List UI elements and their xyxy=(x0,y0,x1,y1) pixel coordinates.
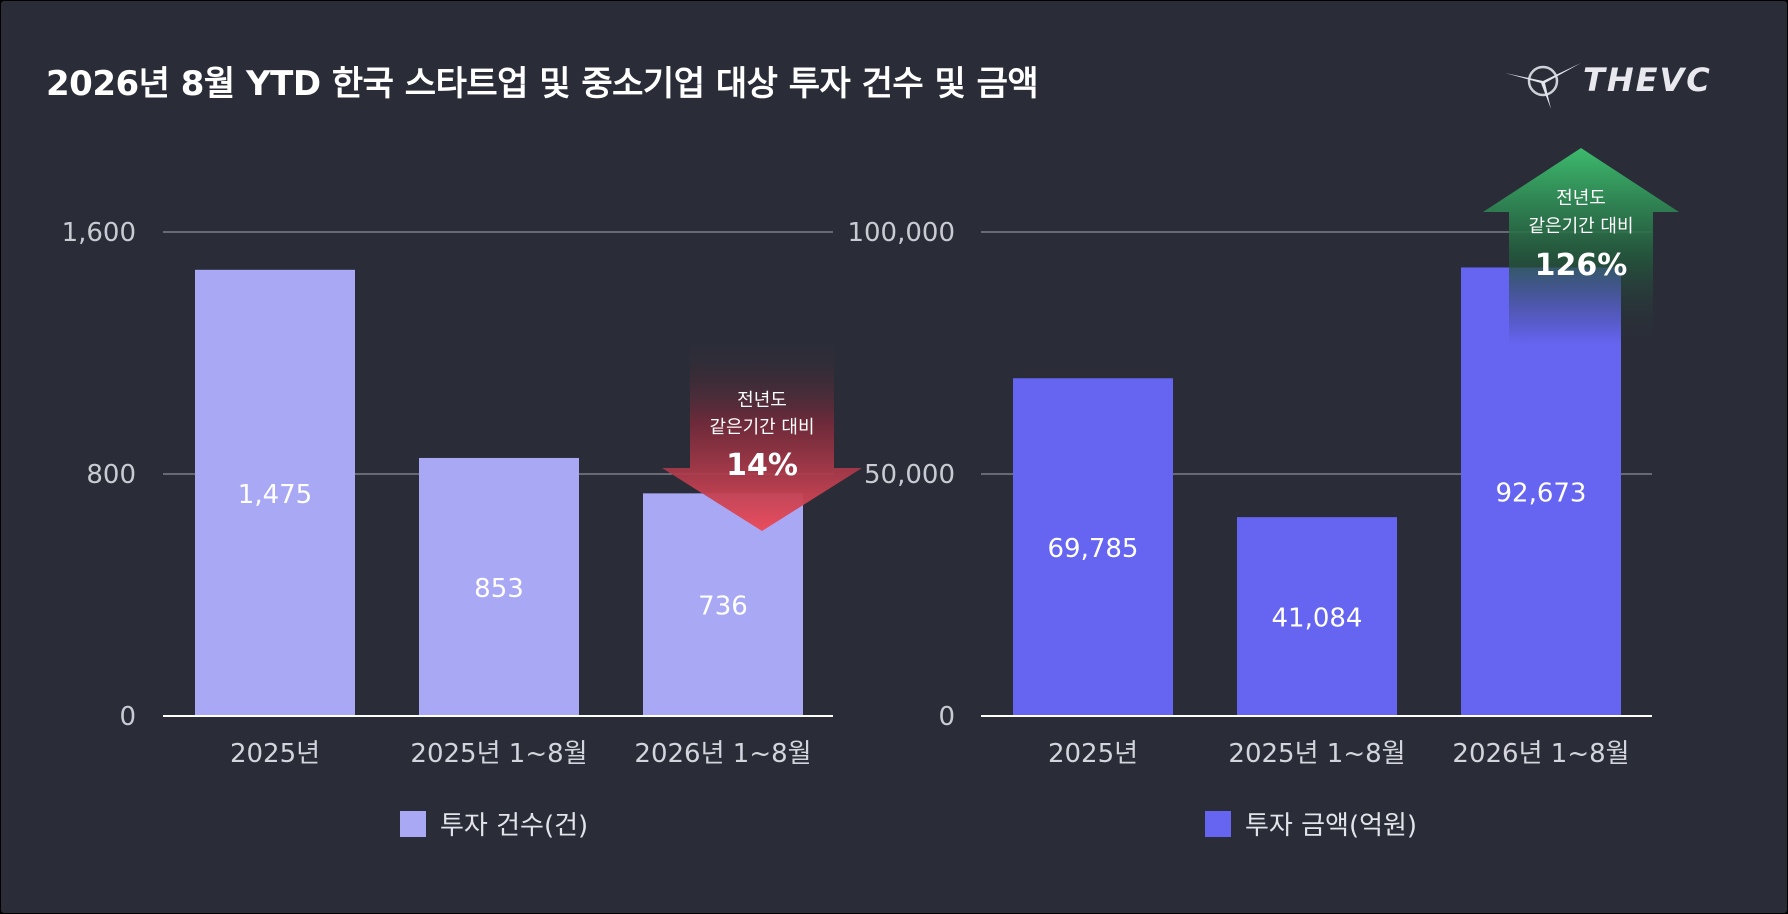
annotation-line2-amount: 같은기간 대비 xyxy=(1528,216,1633,237)
annotation-line2-count: 같은기간 대비 xyxy=(709,417,814,438)
y-tick-label-amount: 50,000 xyxy=(864,460,955,490)
y-tick-label-count: 0 xyxy=(119,702,136,732)
data-label-amount: 69,785 xyxy=(1048,534,1139,564)
x-tick-label-amount: 2025년 1~8월 xyxy=(1228,739,1405,769)
data-label-count: 1,475 xyxy=(238,480,312,510)
data-label-count: 736 xyxy=(698,592,748,622)
legend-count: 투자 건수(건) xyxy=(400,805,588,842)
y-tick-label-amount: 0 xyxy=(938,702,955,732)
annotation-line1-count: 전년도 xyxy=(737,390,787,411)
bar-count xyxy=(195,269,355,716)
bar-count xyxy=(419,457,579,716)
bar-count xyxy=(643,493,803,716)
logo-text: THEVC xyxy=(1583,61,1712,99)
data-label-amount: 41,084 xyxy=(1272,604,1363,634)
bar-amount xyxy=(1013,378,1173,716)
page-title: 2026년 8월 YTD 한국 스타트업 및 중소기업 대상 투자 건수 및 금… xyxy=(46,64,1039,104)
thevc-logo: THEVC xyxy=(1503,51,1743,111)
data-label-amount: 92,673 xyxy=(1496,479,1587,509)
y-tick-label-count: 800 xyxy=(86,460,136,490)
x-tick-label-amount: 2026년 1~8월 xyxy=(1452,739,1629,769)
x-tick-label-count: 2026년 1~8월 xyxy=(634,739,811,769)
y-tick-label-amount: 100,000 xyxy=(847,218,955,248)
x-tick-label-count: 2025년 xyxy=(230,739,320,769)
legend-label-amount: 투자 금액(억원) xyxy=(1245,811,1418,841)
y-tick-label-count: 1,600 xyxy=(62,218,136,248)
compass-star-logo-icon xyxy=(1505,63,1581,109)
legend-amount: 투자 금액(억원) xyxy=(1205,805,1417,842)
bar-amount xyxy=(1237,517,1397,716)
up-arrow-icon xyxy=(1483,148,1679,345)
down-arrow-icon xyxy=(662,335,862,531)
annotation-value-amount: 126% xyxy=(1535,248,1628,283)
annotation-value-count: 14% xyxy=(726,448,798,483)
x-tick-label-count: 2025년 1~8월 xyxy=(410,739,587,769)
legend-swatch-amount xyxy=(1205,810,1231,837)
legend-swatch-count xyxy=(400,810,426,837)
x-tick-label-amount: 2025년 xyxy=(1048,739,1138,769)
legend-label-count: 투자 건수(건) xyxy=(440,811,589,841)
data-label-count: 853 xyxy=(474,574,524,604)
annotation-line1-amount: 전년도 xyxy=(1556,188,1606,209)
